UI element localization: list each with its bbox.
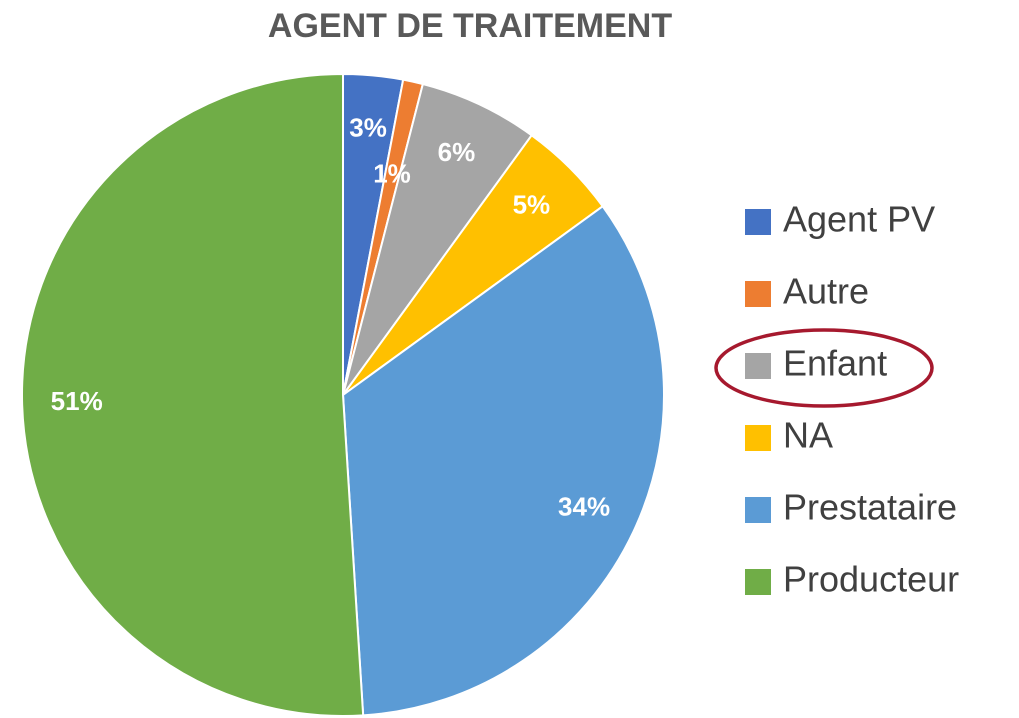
data-label: 3% bbox=[349, 113, 387, 143]
legend-label: Producteur bbox=[783, 559, 959, 600]
legend-swatch bbox=[745, 209, 771, 235]
pie bbox=[21, 72, 665, 717]
legend-swatch bbox=[745, 497, 771, 523]
data-label: 5% bbox=[513, 189, 551, 219]
legend-swatch bbox=[745, 569, 771, 595]
data-label: 6% bbox=[438, 137, 476, 167]
legend-swatch bbox=[745, 281, 771, 307]
legend-label: Enfant bbox=[783, 343, 887, 384]
pie-slice bbox=[341, 204, 665, 717]
legend-label: NA bbox=[783, 415, 833, 456]
data-label: 34% bbox=[558, 491, 610, 521]
pie-slice bbox=[342, 82, 534, 396]
legend-swatch bbox=[745, 425, 771, 451]
data-label: 1% bbox=[373, 159, 411, 189]
data-labels: 3% 1% 6% 5% 34% 51% bbox=[51, 113, 610, 522]
data-label: 51% bbox=[51, 386, 103, 416]
legend-label: Autre bbox=[783, 271, 869, 312]
legend-label: Agent PV bbox=[783, 199, 935, 240]
legend-label: Prestataire bbox=[783, 487, 957, 528]
pie-slice bbox=[21, 72, 365, 717]
legend: Agent PV Autre Enfant NA Prestataire Producte… bbox=[745, 199, 959, 600]
chart-title: AGENT DE TRAITEMENT bbox=[268, 7, 672, 45]
highlight-ellipse bbox=[714, 328, 934, 408]
legend-swatch bbox=[745, 353, 771, 379]
